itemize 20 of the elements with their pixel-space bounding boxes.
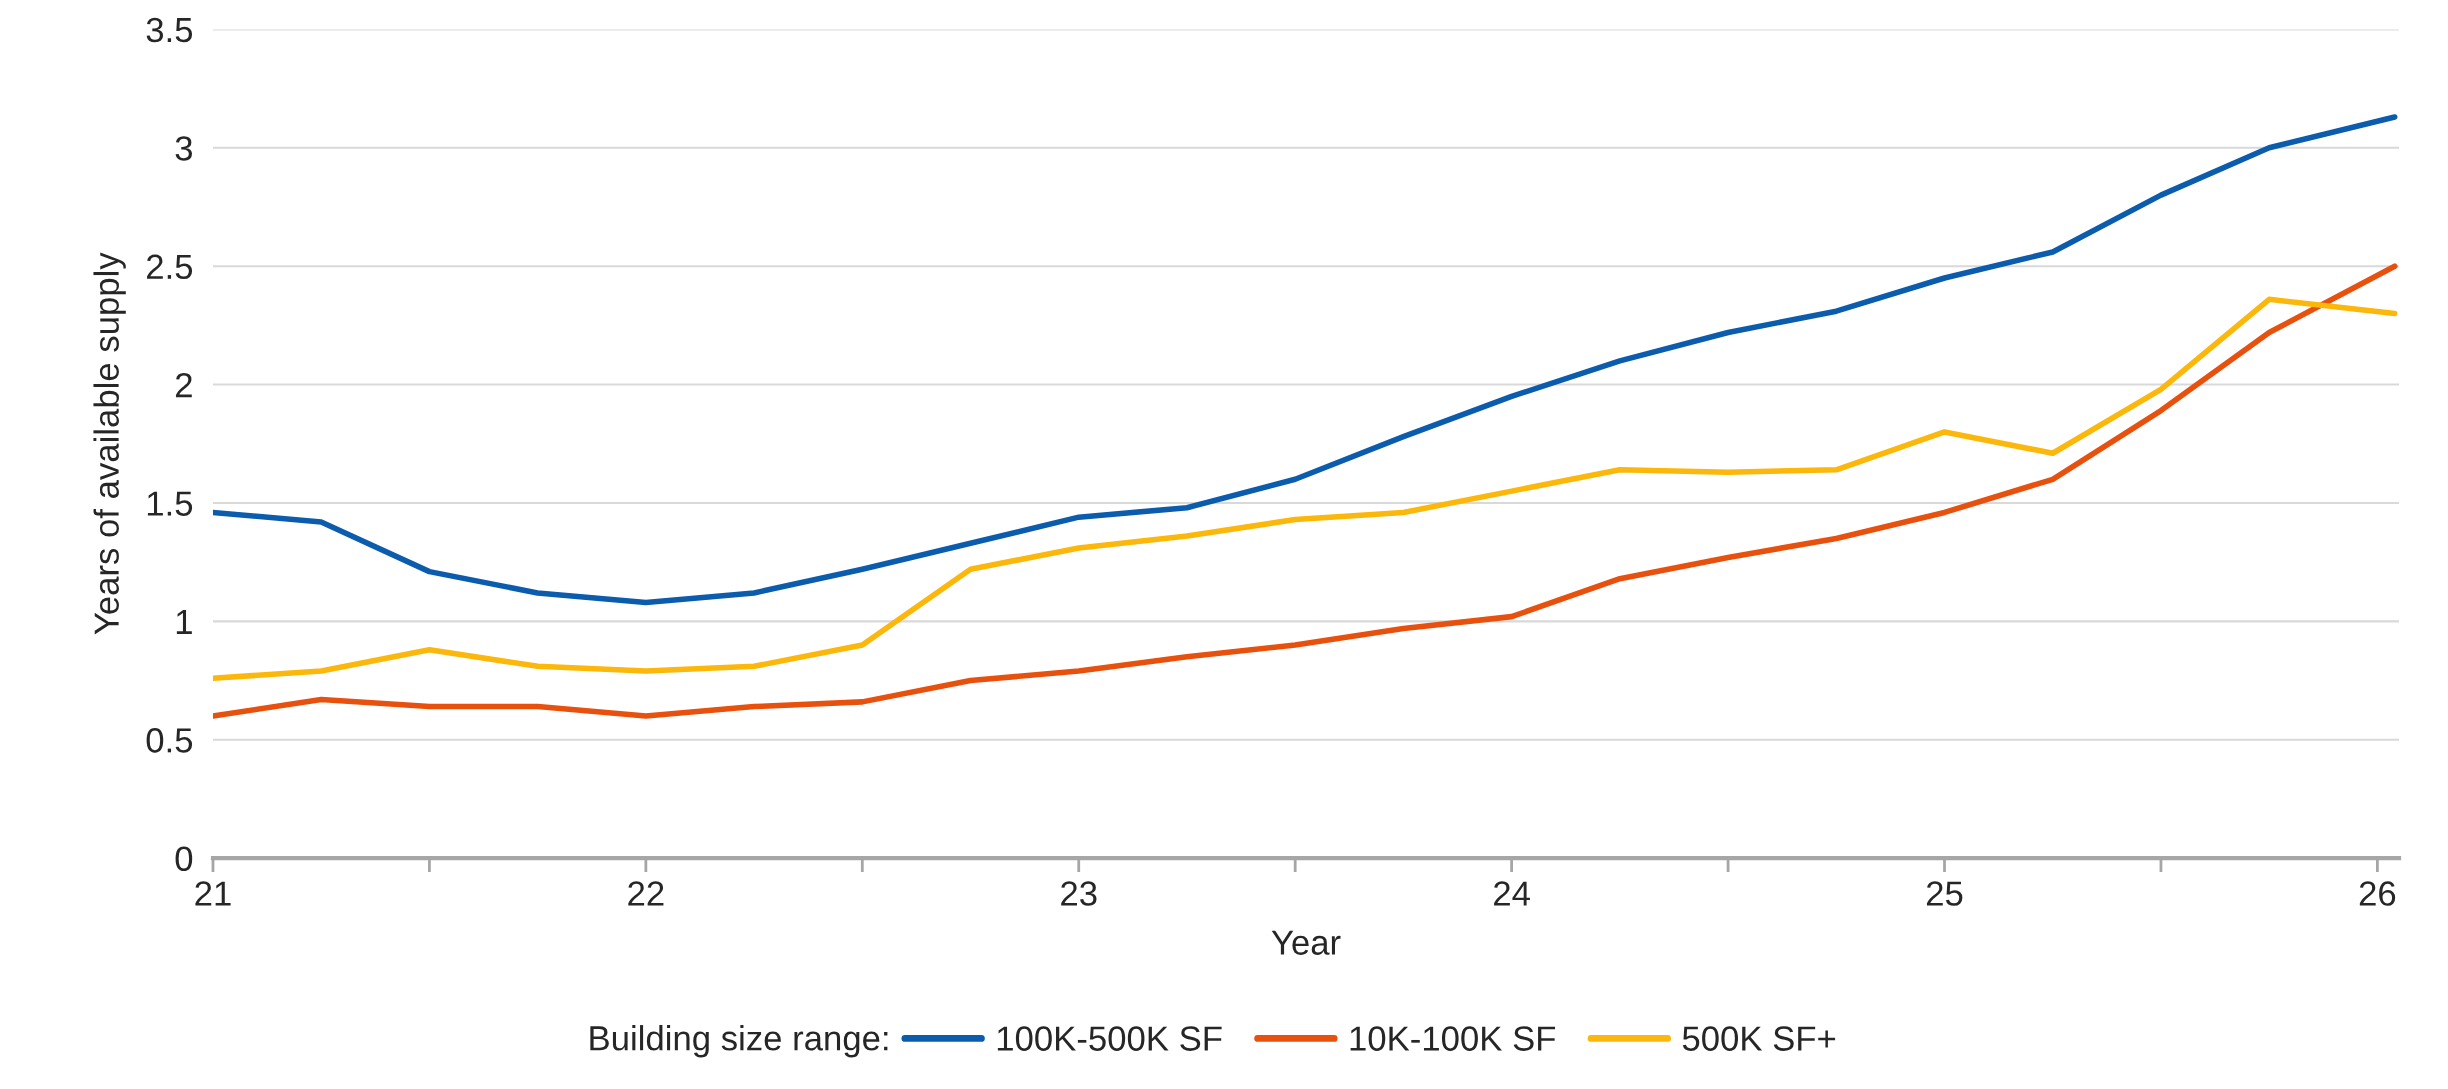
y-tick-label: 1.5 bbox=[147, 491, 193, 516]
x-axis-title: Year bbox=[1271, 930, 1341, 955]
legend-title: Building size range: bbox=[590, 1025, 888, 1058]
x-tick-label: 25 bbox=[1926, 881, 1963, 906]
y-tick-label: 3 bbox=[175, 136, 193, 161]
y-tick-label: 3.5 bbox=[146, 17, 193, 43]
y-tick-label: 0.5 bbox=[146, 728, 193, 753]
legend-label: 100K-500K SF bbox=[997, 1026, 1222, 1051]
x-tick-label: 22 bbox=[628, 881, 664, 906]
y-tick-label: 0 bbox=[175, 846, 193, 872]
x-tick-label: 26 bbox=[2359, 881, 2396, 906]
y-tick-label: 2 bbox=[175, 372, 192, 398]
x-tick-label: 21 bbox=[195, 881, 231, 906]
y-tick-label: 2.5 bbox=[147, 254, 193, 280]
y-tick-label: 1 bbox=[176, 610, 192, 634]
legend-label: 10K-100K SF bbox=[1350, 1026, 1556, 1051]
x-tick-label: 23 bbox=[1061, 881, 1097, 906]
legend-label: 500K SF+ bbox=[1682, 1026, 1836, 1051]
y-axis-title: Years of available supply bbox=[93, 252, 126, 635]
x-tick-label: 24 bbox=[1494, 881, 1530, 906]
